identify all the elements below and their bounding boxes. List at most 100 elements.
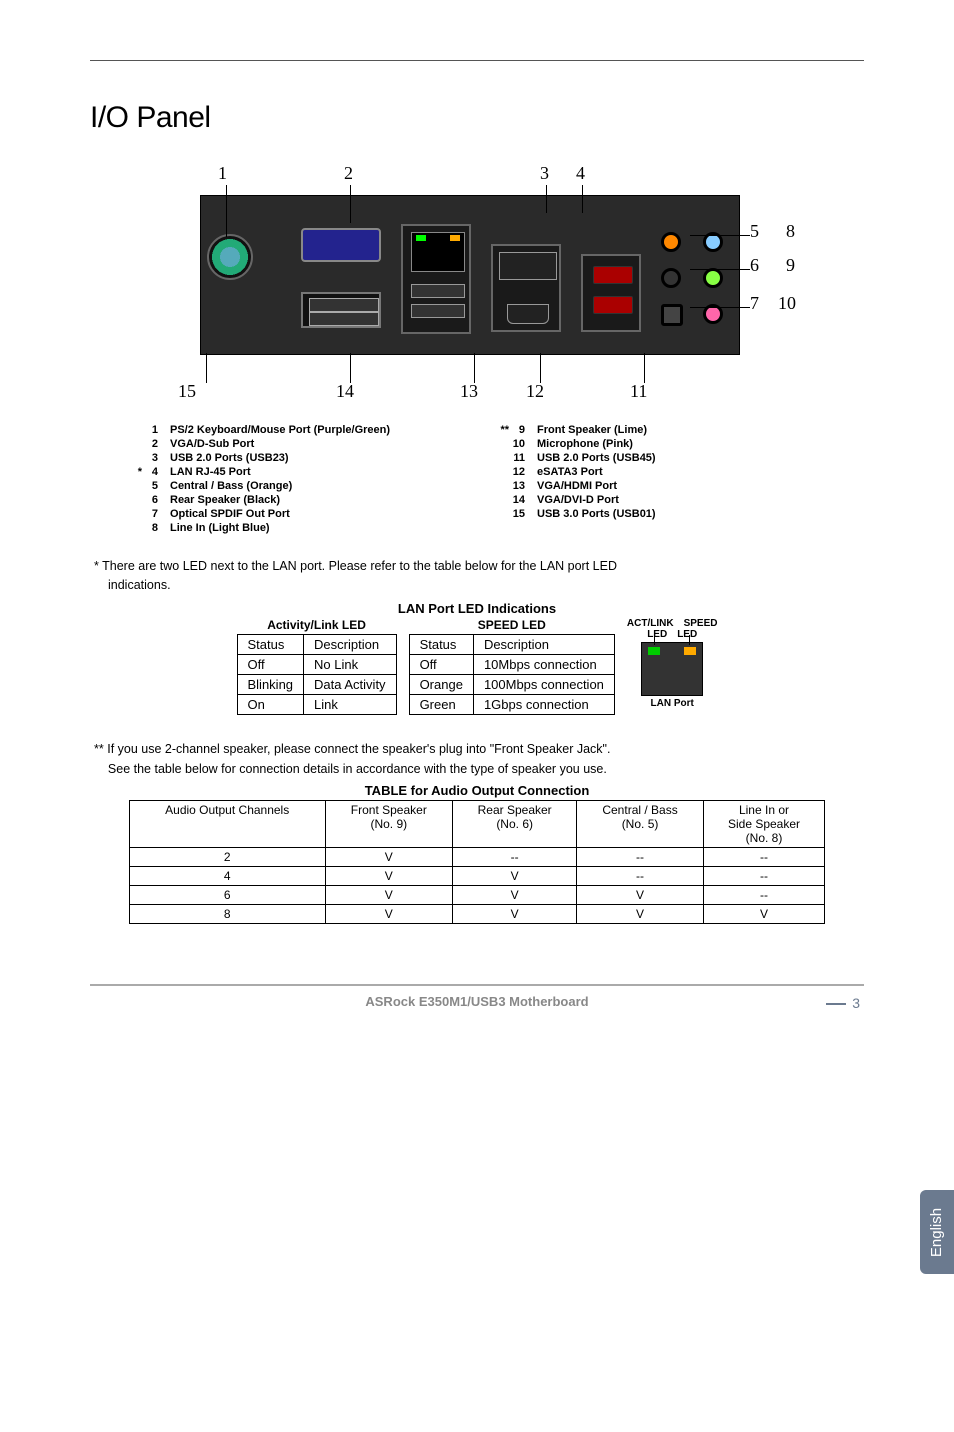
audio-jack-block (655, 226, 735, 336)
callout-3: 3 (540, 163, 549, 184)
table-header-cell: Status (237, 634, 304, 654)
port-number: 6 (142, 494, 170, 506)
audio-note-line1: If you use 2-channel speaker, please con… (107, 742, 610, 756)
port-number: 4 (142, 466, 170, 478)
table-cell: 6 (129, 885, 325, 904)
table-cell: -- (703, 885, 825, 904)
port-prefix (130, 424, 142, 436)
table-cell: V (452, 885, 576, 904)
table-cell: 4 (129, 866, 325, 885)
callout-12: 12 (526, 381, 544, 402)
table-cell: 100Mbps connection (473, 674, 614, 694)
lan-port-label: LAN Port (627, 698, 718, 709)
audio-output-table: Audio Output ChannelsFront Speaker(No. 9… (129, 800, 826, 924)
table-header-cell: Audio Output Channels (129, 800, 325, 847)
table-row: Off10Mbps connection (409, 654, 614, 674)
port-number: 13 (509, 480, 537, 492)
port-number: 2 (142, 438, 170, 450)
port-label: USB 3.0 Ports (USB01) (537, 508, 656, 520)
port-legend: 1PS/2 Keyboard/Mouse Port (Purple/Green)… (130, 423, 864, 535)
page-number: 3 (90, 995, 864, 1011)
table-cell: -- (577, 847, 703, 866)
port-label: VGA/D-Sub Port (170, 438, 254, 450)
port-label: PS/2 Keyboard/Mouse Port (Purple/Green) (170, 424, 390, 436)
callout-13: 13 (460, 381, 478, 402)
table-cell: V (577, 885, 703, 904)
port-label: Rear Speaker (Black) (170, 494, 280, 506)
table-row: 6VVV-- (129, 885, 825, 904)
port-prefix (130, 522, 142, 534)
port-label: Optical SPDIF Out Port (170, 508, 290, 520)
table-row: OffNo Link (237, 654, 396, 674)
audio-table-title: TABLE for Audio Output Connection (90, 783, 864, 798)
audio-note-stars: ** (94, 742, 104, 756)
table-header-cell: Status (409, 634, 473, 654)
table-cell: 8 (129, 904, 325, 923)
port-vga (301, 228, 381, 262)
port-number: 5 (142, 480, 170, 492)
port-prefix (497, 466, 509, 478)
table-cell: 10Mbps connection (473, 654, 614, 674)
table-cell: V (325, 866, 452, 885)
table-cell: V (452, 866, 576, 885)
port-prefix: * (130, 466, 142, 478)
table-cell: V (703, 904, 825, 923)
audio-note: ** If you use 2-channel speaker, please … (94, 739, 864, 779)
table-header-cell: Line In orSide Speaker(No. 8) (703, 800, 825, 847)
table-cell: -- (703, 847, 825, 866)
table-row: 8VVVV (129, 904, 825, 923)
table-cell: Link (304, 694, 397, 714)
io-panel-diagram: 1 2 3 4 5 6 7 8 9 10 15 14 13 12 11 (150, 155, 810, 415)
callout-6: 6 (750, 255, 759, 276)
lan-note-line1: There are two LED next to the LAN port. … (102, 559, 617, 573)
callout-1: 1 (218, 163, 227, 184)
speed-caption: SPEED LED (409, 618, 615, 634)
callout-10: 10 (778, 293, 796, 314)
port-prefix (497, 480, 509, 492)
table-header-cell: Description (473, 634, 614, 654)
table-header-cell: Central / Bass(No. 5) (577, 800, 703, 847)
port-number: 1 (142, 424, 170, 436)
table-cell: Green (409, 694, 473, 714)
table-cell: V (577, 904, 703, 923)
port-legend-row: 13VGA/HDMI Port (497, 479, 864, 493)
lan-note: * There are two LED next to the LAN port… (94, 557, 864, 595)
port-label: Central / Bass (Orange) (170, 480, 292, 492)
table-cell: Orange (409, 674, 473, 694)
table-cell: Data Activity (304, 674, 397, 694)
callout-15: 15 (178, 381, 196, 402)
port-legend-row: 10Microphone (Pink) (497, 437, 864, 451)
table-cell: V (325, 847, 452, 866)
table-cell: V (325, 885, 452, 904)
callout-7: 7 (750, 293, 759, 314)
port-label: Front Speaker (Lime) (537, 424, 647, 436)
table-row: 2V------ (129, 847, 825, 866)
port-ps2 (207, 234, 253, 280)
port-number: 3 (142, 452, 170, 464)
lan-port-diagram: ACT/LINK SPEED LED LED LAN Port (627, 618, 718, 709)
audio-note-line2: See the table below for connection detai… (108, 762, 607, 776)
port-prefix (497, 452, 509, 464)
port-prefix (130, 494, 142, 506)
table-row: Orange100Mbps connection (409, 674, 614, 694)
port-label: USB 2.0 Ports (USB23) (170, 452, 289, 464)
port-prefix (130, 452, 142, 464)
port-lan-block (401, 224, 471, 334)
port-legend-row: 12eSATA3 Port (497, 465, 864, 479)
port-esata-block (581, 254, 641, 332)
table-cell: 1Gbps connection (473, 694, 614, 714)
lan-diag-led1: LED (647, 629, 667, 640)
table-header-cell: Rear Speaker(No. 6) (452, 800, 576, 847)
lan-diag-label-act: ACT/LINK (627, 618, 674, 629)
table-row: BlinkingData Activity (237, 674, 396, 694)
table-row: 4VV---- (129, 866, 825, 885)
table-row: Green1Gbps connection (409, 694, 614, 714)
activity-link-table: Activity/Link LED StatusDescriptionOffNo… (237, 618, 397, 715)
port-prefix (130, 480, 142, 492)
callout-4: 4 (576, 163, 585, 184)
port-legend-row: 1PS/2 Keyboard/Mouse Port (Purple/Green) (130, 423, 497, 437)
port-number: 11 (509, 452, 537, 464)
callout-5: 5 (750, 221, 759, 242)
port-legend-row: 11USB 2.0 Ports (USB45) (497, 451, 864, 465)
lan-diag-label-speed: SPEED (684, 618, 718, 629)
